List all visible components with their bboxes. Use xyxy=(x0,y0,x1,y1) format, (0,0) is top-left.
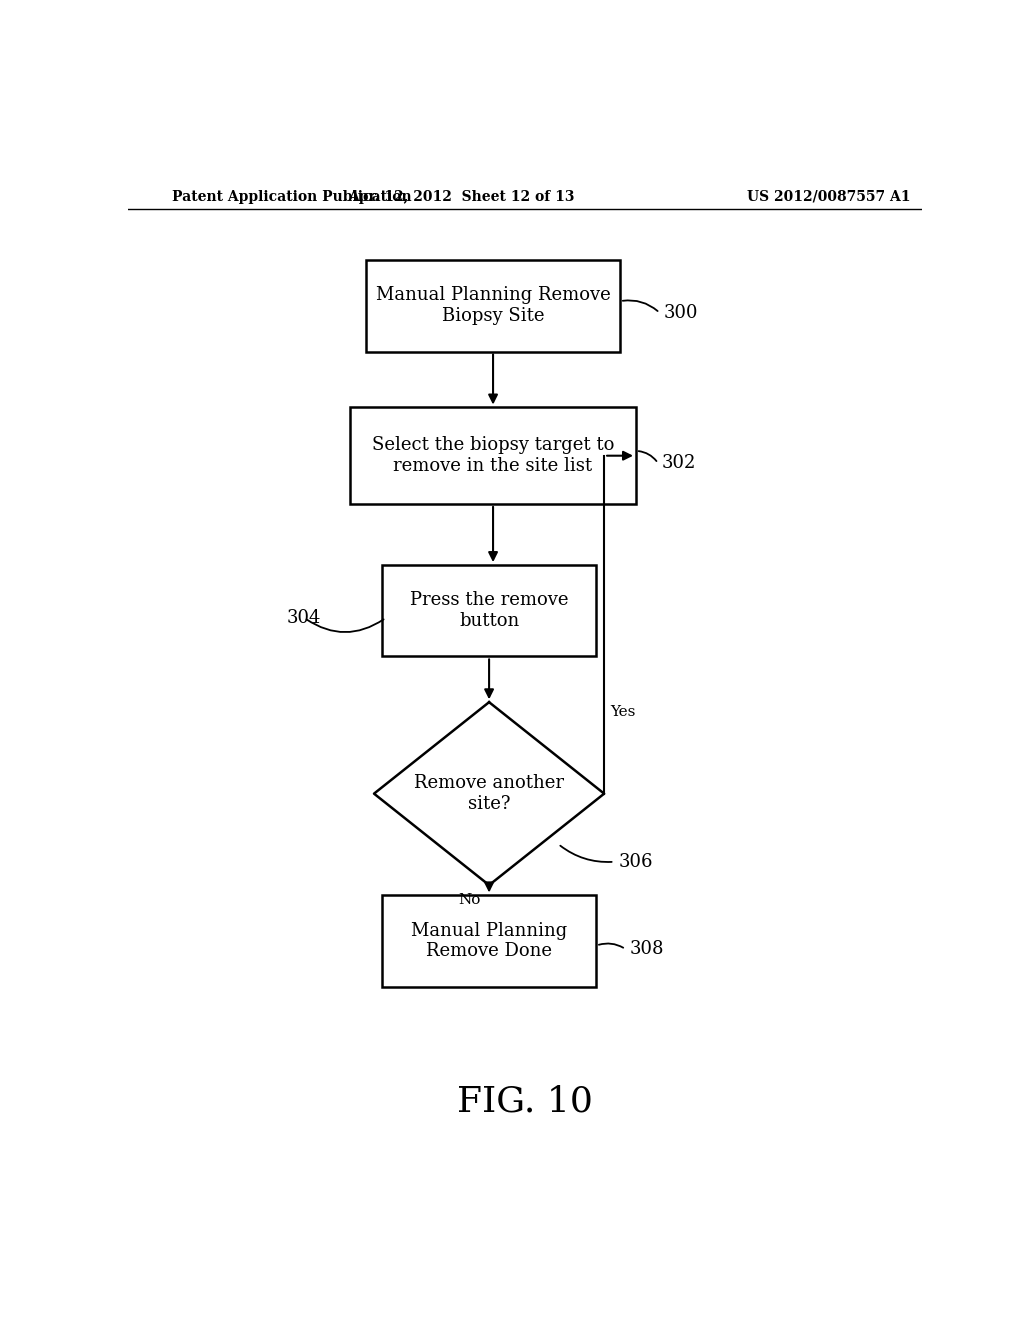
Text: Yes: Yes xyxy=(610,705,636,719)
Text: Manual Planning
Remove Done: Manual Planning Remove Done xyxy=(411,921,567,961)
Text: US 2012/0087557 A1: US 2012/0087557 A1 xyxy=(748,190,910,203)
Text: Patent Application Publication: Patent Application Publication xyxy=(172,190,412,203)
Text: Press the remove
button: Press the remove button xyxy=(410,591,568,630)
Text: 306: 306 xyxy=(618,853,653,871)
Text: Select the biopsy target to
remove in the site list: Select the biopsy target to remove in th… xyxy=(372,437,614,475)
Text: 300: 300 xyxy=(664,304,698,322)
Text: FIG. 10: FIG. 10 xyxy=(457,1085,593,1118)
Bar xyxy=(382,565,596,656)
Bar xyxy=(350,408,636,504)
Text: Manual Planning Remove
Biopsy Site: Manual Planning Remove Biopsy Site xyxy=(376,286,610,325)
Text: 304: 304 xyxy=(287,609,322,627)
Text: Remove another
site?: Remove another site? xyxy=(414,775,564,813)
Text: 302: 302 xyxy=(663,454,696,473)
Bar xyxy=(367,260,621,351)
Bar xyxy=(382,895,596,987)
Text: No: No xyxy=(458,894,480,907)
Text: Apr. 12, 2012  Sheet 12 of 13: Apr. 12, 2012 Sheet 12 of 13 xyxy=(348,190,574,203)
Text: 308: 308 xyxy=(630,940,664,958)
Polygon shape xyxy=(374,702,604,886)
